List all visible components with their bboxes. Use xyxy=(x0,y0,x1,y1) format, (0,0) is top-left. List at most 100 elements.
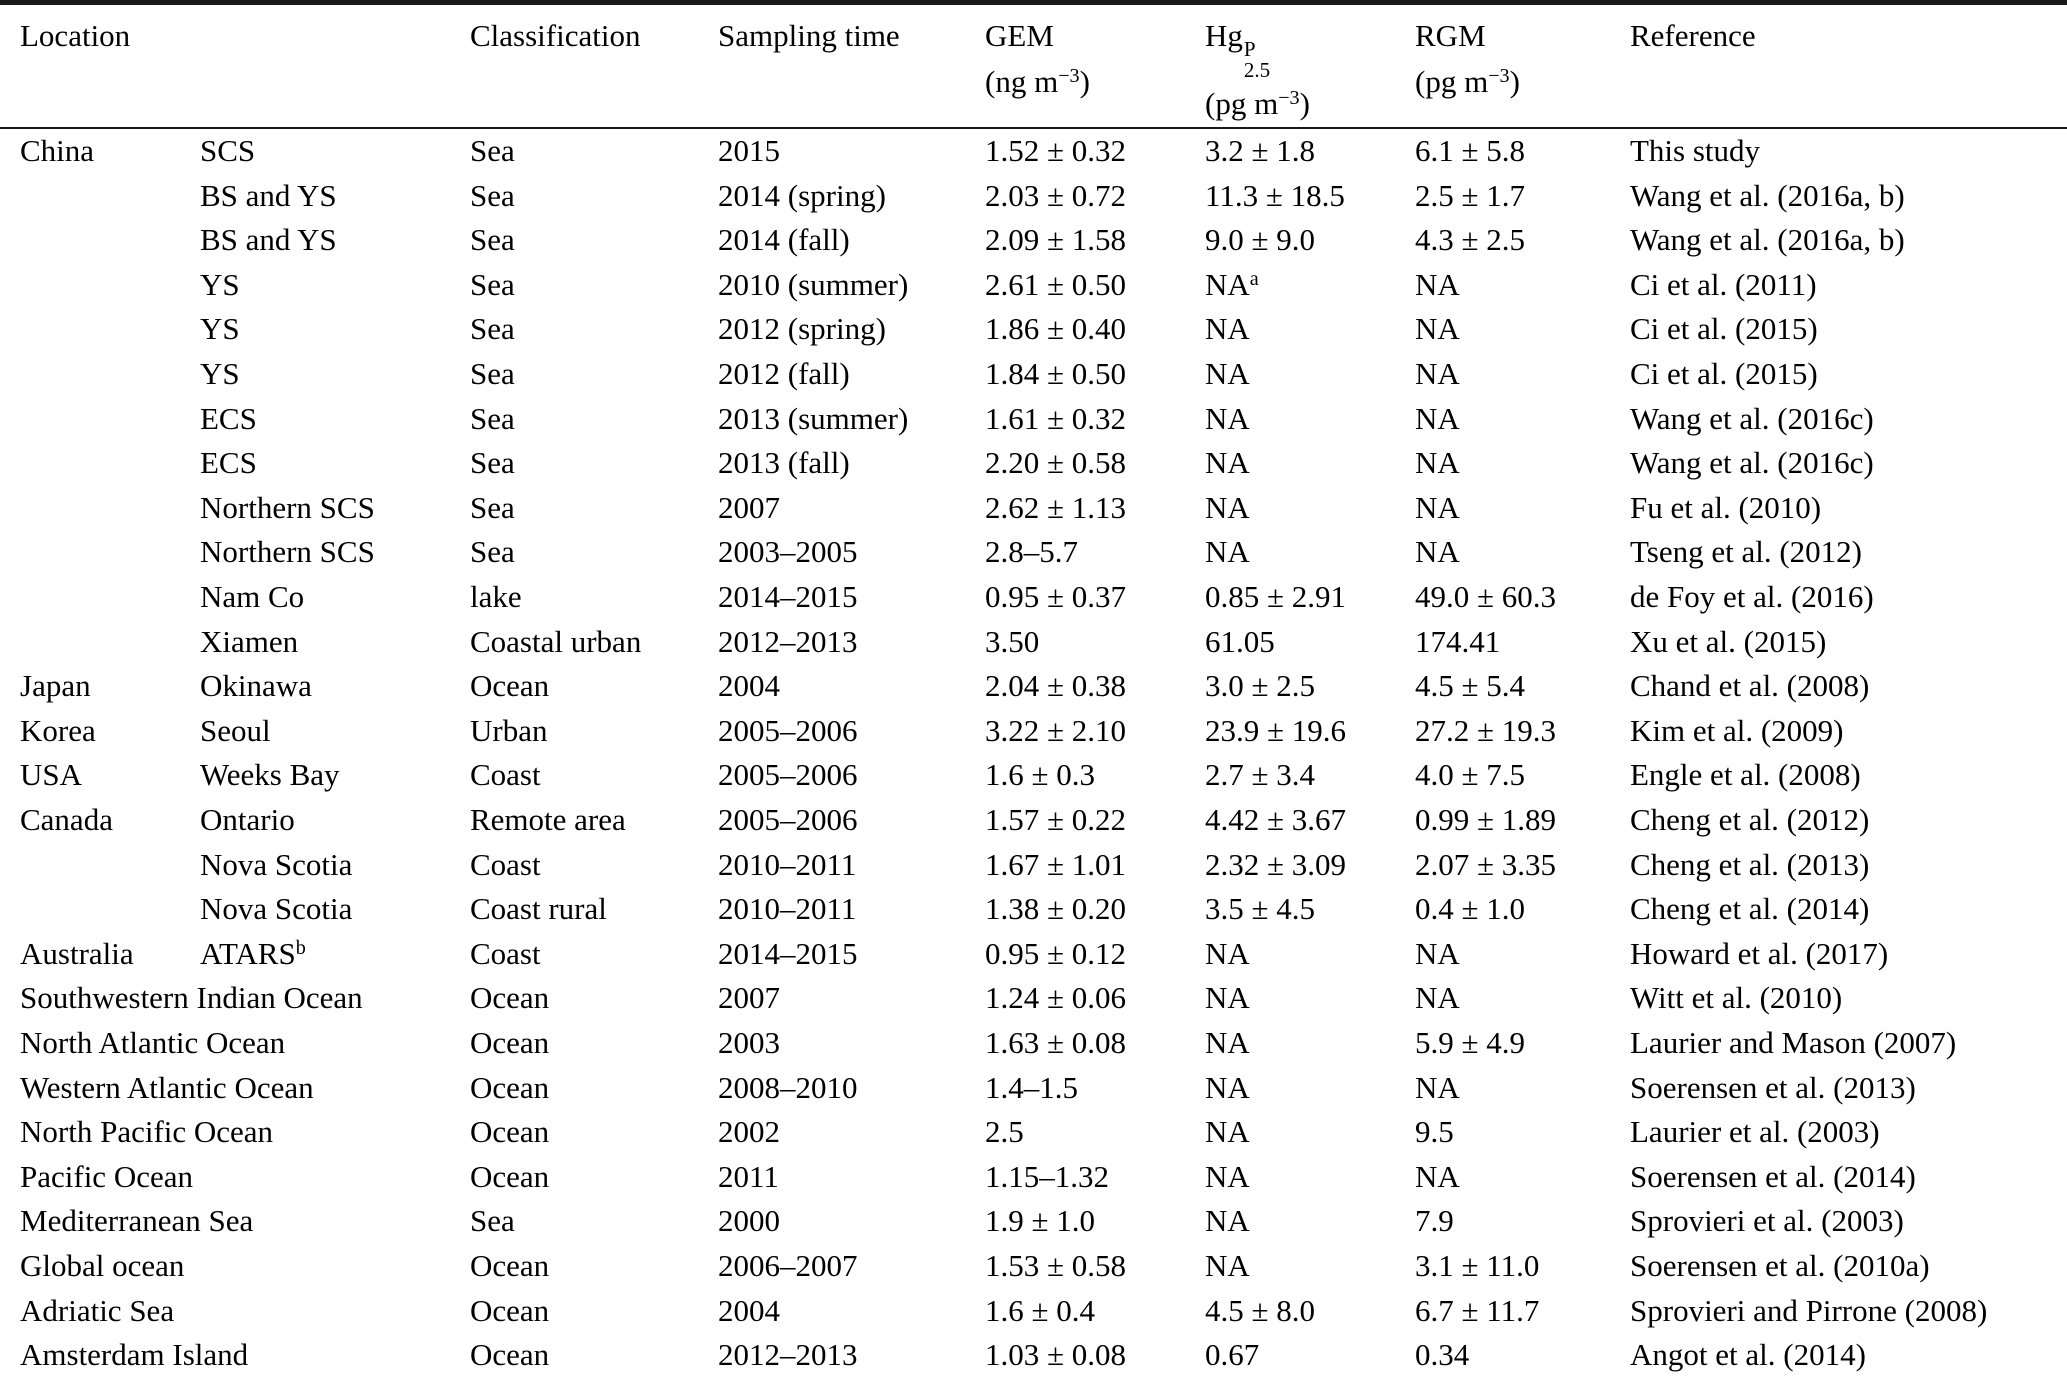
table-row: Adriatic Sea Ocean 2004 1.6 ± 0.4 4.5 ± … xyxy=(0,1289,2067,1334)
cell-reference: Cheng et al. (2013) xyxy=(1630,846,1870,882)
cell-location: North Pacific Ocean xyxy=(20,1114,274,1150)
cell-reference: Tseng et al. (2012) xyxy=(1630,534,1862,570)
cell-gem: 2.5 xyxy=(985,1114,1024,1150)
cell-hgp25: NA xyxy=(1205,534,1250,570)
hgp25-label: Hg P 2.5 xyxy=(1205,13,1415,81)
cell-country xyxy=(0,218,200,263)
cell-location: Amsterdam Island xyxy=(20,1337,249,1373)
column-header-gem: GEM (ng m−3) xyxy=(985,2,1205,130)
table-row: YS Sea 2012 (spring) 1.86 ± 0.40 NA NA C… xyxy=(0,307,2067,352)
cell-gem: 2.62 ± 1.13 xyxy=(985,489,1127,525)
cell-sampling-time: 2004 xyxy=(718,1292,780,1328)
cell-site: YS xyxy=(200,311,240,347)
cell-rgm: NA xyxy=(1415,980,1460,1016)
cell-sampling-time: 2013 (summer) xyxy=(718,400,909,436)
cell-country xyxy=(0,307,200,352)
cell-gem: 1.53 ± 0.58 xyxy=(985,1247,1127,1283)
cell-reference: Ci et al. (2015) xyxy=(1630,311,1818,347)
cell-site: Nam Co xyxy=(200,579,305,615)
cell-reference: This study xyxy=(1630,133,1761,169)
cell-reference: Howard et al. (2017) xyxy=(1630,935,1889,971)
cell-reference: Engle et al. (2008) xyxy=(1630,757,1861,793)
cell-gem: 2.04 ± 0.38 xyxy=(985,668,1127,704)
cell-gem: 1.6 ± 0.4 xyxy=(985,1292,1096,1328)
cell-country xyxy=(0,174,200,219)
cell-sampling-time: 2002 xyxy=(718,1114,780,1150)
cell-location: Global ocean xyxy=(20,1247,185,1283)
cell-rgm: 27.2 ± 19.3 xyxy=(1415,712,1557,748)
cell-sampling-time: 2010–2011 xyxy=(718,846,857,882)
cell-reference: Wang et al. (2016c) xyxy=(1630,400,1874,436)
table-row: Korea Seoul Urban 2005–2006 3.22 ± 2.10 … xyxy=(0,709,2067,754)
cell-classification: Ocean xyxy=(470,1158,550,1194)
hgp25-superscript: P xyxy=(1243,37,1256,62)
cell-country xyxy=(0,530,200,575)
cell-site: ECS xyxy=(200,445,257,481)
cell-reference: Witt et al. (2010) xyxy=(1630,980,1843,1016)
table-row: YS Sea 2012 (fall) 1.84 ± 0.50 NA NA Ci … xyxy=(0,352,2067,397)
cell-country: China xyxy=(20,133,95,169)
cell-hgp25: NA xyxy=(1205,1158,1250,1194)
cell-gem: 1.03 ± 0.08 xyxy=(985,1337,1127,1373)
cell-classification: Coast rural xyxy=(470,891,607,927)
cell-gem: 1.24 ± 0.06 xyxy=(985,980,1127,1016)
cell-hgp25: NA xyxy=(1205,1203,1250,1239)
cell-location: Southwestern Indian Ocean xyxy=(20,980,363,1016)
column-header-location: Location xyxy=(0,2,470,130)
cell-rgm: 4.3 ± 2.5 xyxy=(1415,222,1526,258)
cell-rgm: 0.34 xyxy=(1415,1337,1470,1373)
table-row: Xiamen Coastal urban 2012–2013 3.50 61.0… xyxy=(0,620,2067,665)
cell-sampling-time: 2012 (spring) xyxy=(718,311,886,347)
cell-site: BS and YS xyxy=(200,222,337,258)
hgp25-unit-suffix: ) xyxy=(1299,86,1310,122)
hgp25-sub-sup-stack: P 2.5 xyxy=(1244,39,1270,81)
cell-reference: Fu et al. (2010) xyxy=(1630,489,1822,525)
cell-site: Weeks Bay xyxy=(200,757,340,793)
cell-classification: Sea xyxy=(470,266,515,302)
cell-rgm: NA xyxy=(1415,311,1460,347)
cell-sampling-time: 2014 (fall) xyxy=(718,222,850,258)
cell-country xyxy=(0,620,200,665)
cell-country: Korea xyxy=(20,712,96,748)
cell-rgm: 3.1 ± 11.0 xyxy=(1415,1247,1540,1283)
cell-reference: Xu et al. (2015) xyxy=(1630,623,1827,659)
cell-gem: 1.52 ± 0.32 xyxy=(985,133,1127,169)
cell-classification: Sea xyxy=(470,1203,515,1239)
hgp25-base: Hg xyxy=(1205,18,1243,53)
cell-classification: Sea xyxy=(470,133,515,169)
cell-gem: 1.86 ± 0.40 xyxy=(985,311,1127,347)
cell-classification: Sea xyxy=(470,445,515,481)
cell-reference: Wang et al. (2016a, b) xyxy=(1630,222,1905,258)
column-header-classification: Classification xyxy=(470,2,718,130)
cell-rgm: NA xyxy=(1415,935,1460,971)
rgm-unit: (pg m−3) xyxy=(1415,59,1630,105)
cell-classification: Remote area xyxy=(470,801,626,837)
cell-rgm: NA xyxy=(1415,534,1460,570)
cell-sampling-time: 2012 (fall) xyxy=(718,356,850,392)
table-row: North Atlantic Ocean Ocean 2003 1.63 ± 0… xyxy=(0,1021,2067,1066)
cell-reference: Cheng et al. (2014) xyxy=(1630,891,1870,927)
table-row: Southwestern Indian Ocean Ocean 2007 1.2… xyxy=(0,976,2067,1021)
cell-reference: Soerensen et al. (2014) xyxy=(1630,1158,1916,1194)
reference-label: Reference xyxy=(1630,18,1756,53)
cell-classification: Coast xyxy=(470,846,541,882)
cell-site: YS xyxy=(200,266,240,302)
cell-hgp25: 3.5 ± 4.5 xyxy=(1205,891,1316,927)
cell-site: Nova Scotia xyxy=(200,891,353,927)
table-row: Nova Scotia Coast rural 2010–2011 1.38 ±… xyxy=(0,887,2067,932)
hgp25-subscript: 2.5 xyxy=(1243,58,1271,83)
cell-classification: Sea xyxy=(470,534,515,570)
cell-site: Okinawa xyxy=(200,668,312,704)
table-row: Australia ATARSb Coast 2014–2015 0.95 ± … xyxy=(0,932,2067,977)
cell-site: ECS xyxy=(200,400,257,436)
cell-classification: Ocean xyxy=(470,1337,550,1373)
cell-sampling-time: 2004 xyxy=(718,668,780,704)
table-row: Global ocean Ocean 2006–2007 1.53 ± 0.58… xyxy=(0,1244,2067,1289)
cell-classification: Sea xyxy=(470,222,515,258)
cell-classification: Ocean xyxy=(470,1292,550,1328)
table-row: ECS Sea 2013 (summer) 1.61 ± 0.32 NA NA … xyxy=(0,397,2067,442)
cell-sampling-time: 2008–2010 xyxy=(718,1069,858,1105)
cell-gem: 1.84 ± 0.50 xyxy=(985,356,1127,392)
cell-country: USA xyxy=(20,757,83,793)
